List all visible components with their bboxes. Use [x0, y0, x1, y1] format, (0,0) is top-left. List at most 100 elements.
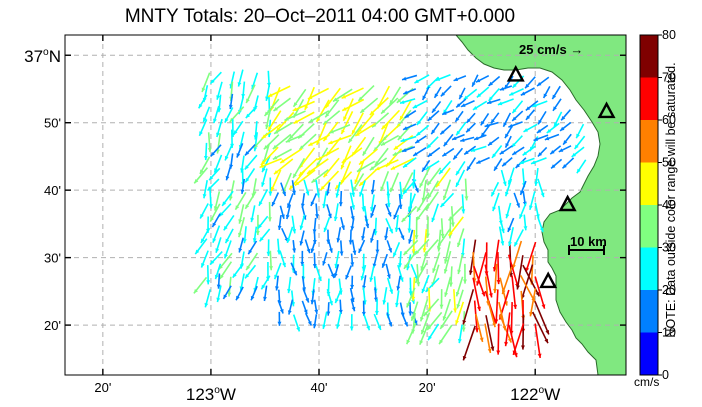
- current-vector: [322, 252, 328, 266]
- current-vector: [250, 285, 258, 301]
- current-vector: [235, 286, 244, 301]
- current-vector: [363, 314, 371, 331]
- current-vector: [455, 98, 467, 108]
- current-vector: [312, 314, 318, 329]
- current-vector: [354, 122, 376, 137]
- current-vector: [439, 192, 455, 208]
- current-vector: [443, 250, 452, 274]
- current-vector: [465, 122, 476, 133]
- current-vector: [304, 312, 313, 326]
- current-vector: [209, 203, 221, 223]
- current-vector: [342, 98, 354, 122]
- current-vector: [350, 217, 355, 231]
- current-vector: [576, 159, 587, 174]
- current-vector: [452, 147, 464, 161]
- current-vector: [340, 145, 352, 170]
- current-vector: [504, 312, 511, 347]
- current-vector: [261, 123, 282, 140]
- current-vector: [439, 289, 444, 309]
- current-vector: [260, 275, 271, 290]
- current-vector: [460, 136, 475, 142]
- current-vector: [405, 322, 417, 345]
- current-vector: [293, 111, 315, 125]
- current-vector: [524, 76, 536, 89]
- colorbar-tick-label: 0: [662, 368, 669, 382]
- current-vector: [200, 250, 209, 268]
- current-vector: [322, 157, 340, 178]
- current-vector: [323, 216, 331, 233]
- current-vector: [223, 240, 232, 259]
- current-vector: [341, 87, 364, 99]
- current-vector: [497, 98, 514, 106]
- colorbar-tick-label: 40: [662, 198, 676, 212]
- current-vector: [232, 120, 244, 136]
- current-vector: [471, 74, 479, 88]
- colorbar-segment: [640, 162, 658, 205]
- current-vector: [380, 134, 400, 147]
- current-vector: [244, 191, 257, 210]
- current-vector: [490, 181, 500, 197]
- current-vector: [412, 99, 428, 109]
- current-vector: [573, 135, 586, 150]
- current-vector: [310, 240, 316, 254]
- current-vector: [394, 214, 399, 232]
- current-vector: [208, 167, 221, 181]
- current-vector: [516, 255, 524, 290]
- current-vector: [315, 265, 322, 282]
- current-vector: [209, 251, 223, 266]
- distance-scale-bar: 10 km: [568, 234, 607, 255]
- current-vector: [252, 226, 258, 243]
- minor-tick-label: 50': [44, 116, 61, 131]
- current-vector: [374, 147, 389, 166]
- current-vector: [273, 97, 291, 112]
- current-vector: [432, 252, 441, 273]
- current-vector: [244, 168, 256, 183]
- station-4-triangle: [539, 271, 558, 289]
- current-vector: [370, 204, 377, 218]
- current-vector: [290, 262, 298, 276]
- current-vector: [575, 123, 585, 139]
- current-vector: [470, 145, 487, 152]
- current-vector: [265, 108, 272, 130]
- current-vector: [395, 290, 400, 308]
- current-vector: [302, 288, 310, 303]
- current-vector: [407, 193, 416, 212]
- current-vector: [300, 250, 305, 267]
- current-vector: [501, 157, 513, 167]
- current-vector: [438, 160, 452, 175]
- current-vector: [298, 133, 317, 151]
- colorbar-segment: [640, 290, 658, 333]
- current-vector: [412, 147, 427, 157]
- current-vector: [356, 160, 376, 173]
- station-3-triangle: [558, 194, 577, 212]
- current-vector: [451, 133, 465, 141]
- minor-tick-label: 30': [44, 251, 61, 266]
- current-vector: [271, 192, 280, 207]
- current-vector: [508, 227, 514, 247]
- major-tick-label: 123oW: [186, 385, 236, 404]
- current-vector: [299, 230, 305, 246]
- current-vector: [221, 190, 234, 207]
- current-vector: [381, 109, 401, 130]
- current-vector: [396, 275, 401, 291]
- current-vector: [455, 301, 465, 325]
- current-vector: [493, 158, 503, 172]
- current-vector: [315, 180, 321, 198]
- current-vector: [420, 312, 431, 335]
- current-vector: [300, 193, 306, 208]
- current-vector: [410, 301, 419, 322]
- current-vector: [426, 136, 439, 149]
- colorbar-segment: [640, 247, 658, 290]
- current-vector: [241, 81, 246, 99]
- current-vector: [536, 76, 550, 87]
- current-vector: [406, 287, 416, 308]
- current-vector: [272, 148, 292, 161]
- current-vector: [216, 118, 223, 138]
- current-vector: [393, 205, 401, 220]
- current-vector: [427, 180, 440, 199]
- current-vector: [392, 242, 401, 258]
- current-vector: [507, 217, 515, 233]
- current-vector: [537, 110, 547, 125]
- current-vector: [213, 154, 223, 174]
- current-vector: [334, 287, 343, 304]
